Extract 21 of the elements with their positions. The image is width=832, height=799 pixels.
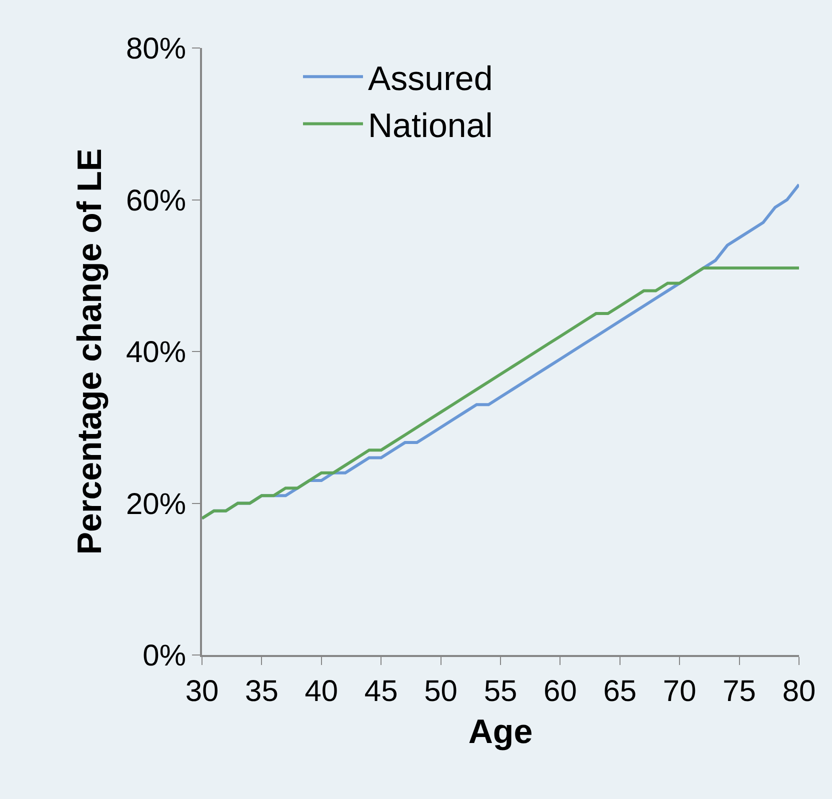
x-tick-label: 60 <box>544 675 577 708</box>
y-tick-label: 0% <box>142 640 186 672</box>
y-axis-title: Percentage change of LE <box>71 148 110 555</box>
x-tick-label: 45 <box>364 675 398 708</box>
x-tick-label: 75 <box>722 675 756 708</box>
x-tick-label: 40 <box>304 675 338 708</box>
x-tick-label: 30 <box>185 675 219 708</box>
x-tick-label: 35 <box>245 675 278 708</box>
y-tick-label: 20% <box>126 488 186 521</box>
x-tick-label: 55 <box>484 675 518 708</box>
legend-label: Assured <box>368 60 493 98</box>
x-tick-label: 70 <box>662 675 696 708</box>
line-series <box>202 266 799 520</box>
x-tick-label: 50 <box>424 675 458 708</box>
legend-label: National <box>368 107 493 146</box>
y-tick-label: 60% <box>126 184 186 218</box>
x-axis-title: Age <box>468 712 533 751</box>
y-tick-label: 80% <box>126 32 186 66</box>
y-tick-label: 40% <box>126 336 186 369</box>
x-tick-label: 65 <box>603 675 637 708</box>
x-tick-label: 80 <box>782 675 816 708</box>
